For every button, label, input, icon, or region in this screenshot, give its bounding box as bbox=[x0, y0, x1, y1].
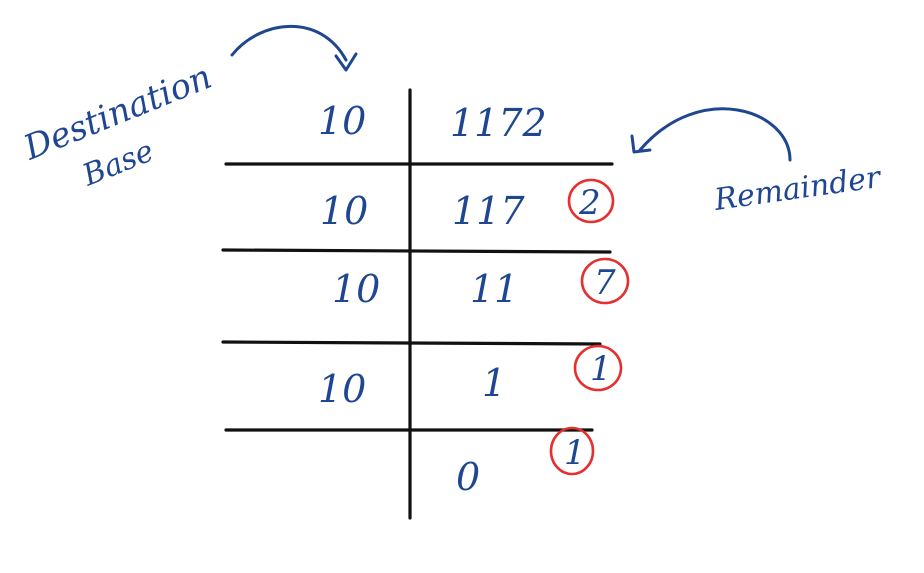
remainder-label-text: Remainder bbox=[711, 160, 884, 218]
remainder-row-5: 1 bbox=[564, 433, 586, 473]
dividend-row-1: 1172 bbox=[450, 101, 547, 145]
remainder-arrow-head bbox=[630, 134, 652, 154]
divisor-row-3: 10 bbox=[332, 267, 380, 311]
destination-arrow-head bbox=[334, 52, 358, 72]
horizontal-rule-2 bbox=[221, 248, 612, 254]
remainder-circle-4 bbox=[549, 426, 595, 476]
dividend-row-5: 0 bbox=[456, 455, 480, 499]
divisor-row-4: 10 bbox=[318, 367, 366, 411]
remainder-circle-3 bbox=[573, 344, 623, 392]
dividend-row-2: 117 bbox=[452, 189, 525, 233]
dividend-row-3: 11 bbox=[470, 267, 518, 311]
dividend-row-4: 1 bbox=[482, 361, 506, 405]
remainder-row-3: 7 bbox=[594, 263, 616, 303]
remainder-arrow bbox=[638, 107, 792, 162]
divisor-row-1: 10 bbox=[318, 99, 366, 143]
remainder-row-4: 1 bbox=[590, 349, 612, 389]
divisor-row-2: 10 bbox=[320, 189, 368, 233]
horizontal-rule-3 bbox=[221, 340, 602, 346]
remainder-circle-2 bbox=[580, 257, 630, 305]
remainder-circle-1 bbox=[567, 178, 615, 224]
remainder-row-2: 2 bbox=[578, 183, 601, 223]
destination-arrow bbox=[230, 24, 348, 62]
